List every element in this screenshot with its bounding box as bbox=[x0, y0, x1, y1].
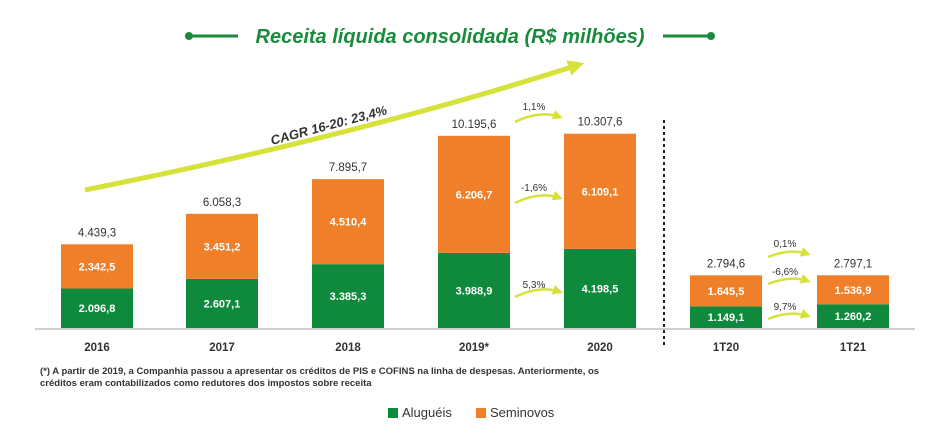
bar-alugueis bbox=[61, 288, 133, 328]
bar-seminovos bbox=[312, 179, 384, 265]
growth-label-seminovos: -1,6% bbox=[521, 183, 547, 194]
value-label-alugueis: 3.385,3 bbox=[330, 291, 367, 303]
total-label: 7.895,7 bbox=[329, 162, 367, 174]
category-label: 2017 bbox=[209, 342, 235, 354]
growth-arrow-q-total bbox=[767, 247, 811, 259]
bar-seminovos bbox=[690, 275, 762, 307]
value-label-seminovos: 1.645,5 bbox=[708, 286, 745, 298]
value-label-seminovos: 2.342,5 bbox=[79, 261, 116, 273]
growth-arrow-alugueis bbox=[514, 284, 563, 299]
bar-seminovos bbox=[564, 133, 636, 249]
value-label-alugueis: 1.149,1 bbox=[708, 312, 745, 324]
category-label: 1T20 bbox=[713, 342, 739, 354]
growth-label-total: 1,1% bbox=[523, 102, 546, 113]
total-label: 2.797,1 bbox=[834, 258, 872, 270]
chart-title: Receita líquida consolidada (R$ milhões) bbox=[256, 26, 645, 48]
legend-label-seminovos: Seminovos bbox=[490, 405, 555, 420]
bar-alugueis bbox=[312, 264, 384, 328]
total-label: 10.195,6 bbox=[452, 119, 497, 131]
legend-swatch-alugueis bbox=[388, 408, 398, 418]
growth-arrow-q-alugueis bbox=[767, 309, 811, 321]
total-label: 10.307,6 bbox=[578, 117, 623, 129]
growth-arrow-total bbox=[514, 109, 563, 124]
growth-arrow-q-seminovos bbox=[767, 274, 811, 286]
total-label: 2.794,6 bbox=[707, 258, 745, 270]
legend-swatch-seminovos bbox=[476, 408, 486, 418]
bar-alugueis bbox=[186, 278, 258, 328]
value-label-alugueis: 3.988,9 bbox=[456, 285, 493, 297]
title-dot-left bbox=[185, 32, 193, 40]
value-label-alugueis: 2.096,8 bbox=[79, 303, 116, 315]
total-label: 6.058,3 bbox=[203, 197, 241, 209]
value-label-seminovos: 6.206,7 bbox=[456, 189, 493, 201]
legend-label-alugueis: Aluguéis bbox=[402, 405, 452, 420]
category-label: 2020 bbox=[587, 342, 613, 354]
value-label-seminovos: 1.536,9 bbox=[835, 285, 872, 297]
footnote-line-1: (*) A partir de 2019, a Companhia passou… bbox=[40, 366, 599, 377]
growth-label-q-seminovos: -6,6% bbox=[772, 267, 798, 278]
value-label-seminovos: 3.451,2 bbox=[204, 241, 241, 253]
value-label-seminovos: 6.109,1 bbox=[582, 186, 619, 198]
bar-alugueis bbox=[690, 306, 762, 328]
legend: Aluguéis Seminovos bbox=[388, 405, 555, 420]
value-label-alugueis: 4.198,5 bbox=[582, 283, 619, 295]
category-label: 2019* bbox=[459, 342, 490, 354]
growth-label-q-total: 0,1% bbox=[774, 239, 797, 250]
bar-seminovos bbox=[186, 213, 258, 279]
bar-seminovos bbox=[817, 275, 889, 305]
cagr-arrow bbox=[84, 60, 585, 193]
bar-alugueis bbox=[817, 304, 889, 328]
growth-label-q-alugueis: 9,7% bbox=[774, 302, 797, 313]
category-label: 2018 bbox=[335, 342, 361, 354]
value-label-alugueis: 2.607,1 bbox=[204, 298, 241, 310]
growth-arrow-seminovos bbox=[514, 190, 563, 205]
footnote-line-2: créditos eram contabilizados como reduto… bbox=[40, 378, 372, 389]
category-label: 1T21 bbox=[840, 342, 867, 354]
value-label-alugueis: 1.260,2 bbox=[835, 311, 872, 323]
bars-layer: 2.096,8 2.342,5 4.439,3 2016 2.607,1 3.451,2 6… bbox=[61, 117, 889, 354]
value-label-seminovos: 4.510,4 bbox=[330, 217, 368, 229]
bar-seminovos bbox=[61, 244, 133, 289]
growth-label-alugueis: 5,3% bbox=[523, 280, 546, 291]
bar-alugueis bbox=[564, 248, 636, 328]
total-label: 4.439,3 bbox=[78, 227, 116, 239]
bar-seminovos bbox=[438, 135, 510, 253]
bar-alugueis bbox=[438, 252, 510, 328]
title-dot-right bbox=[707, 32, 715, 40]
category-label: 2016 bbox=[84, 342, 110, 354]
